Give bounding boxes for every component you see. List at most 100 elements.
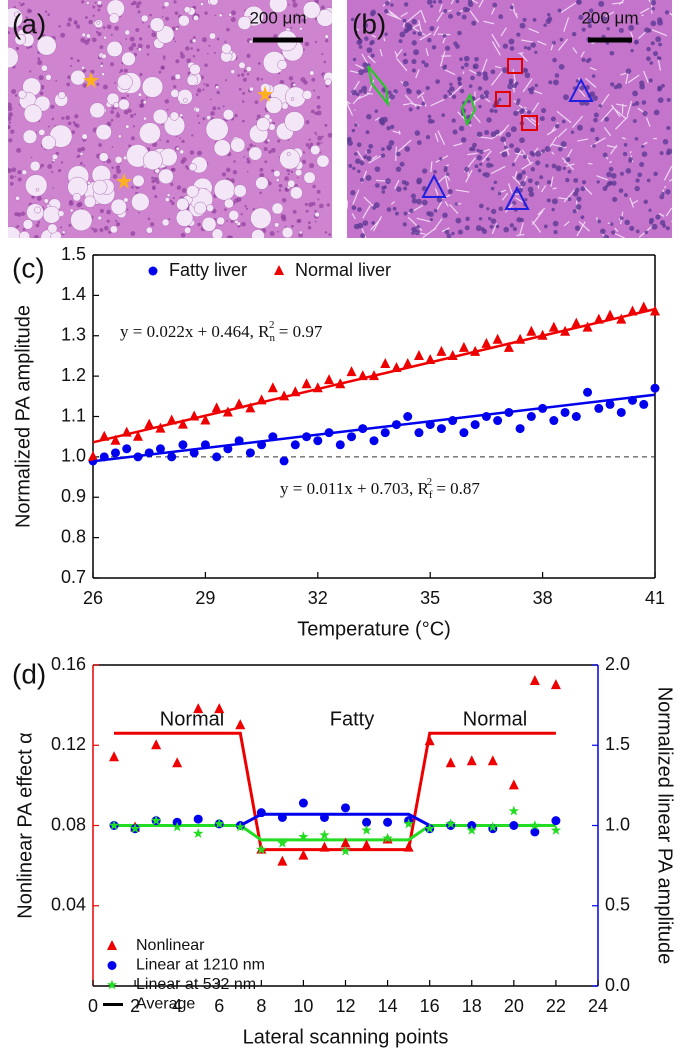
texture <box>230 16 236 23</box>
texture <box>534 50 538 54</box>
texture <box>59 226 62 229</box>
texture <box>114 25 119 31</box>
texture <box>565 177 570 183</box>
texture <box>132 125 135 128</box>
texture <box>449 82 453 86</box>
texture <box>490 218 497 224</box>
texture <box>507 183 513 194</box>
texture <box>15 196 20 201</box>
marker <box>459 428 469 438</box>
texture <box>635 178 640 183</box>
texture <box>443 167 448 173</box>
texture <box>80 37 86 43</box>
texture <box>457 229 463 235</box>
texture <box>243 69 247 73</box>
texture <box>421 95 427 107</box>
texture <box>309 70 315 76</box>
texture <box>551 163 557 169</box>
texture <box>390 124 395 130</box>
texture <box>110 198 127 215</box>
texture <box>356 142 362 148</box>
texture <box>224 79 228 82</box>
texture <box>277 139 281 143</box>
texture <box>408 107 413 112</box>
texture <box>116 111 119 114</box>
texture <box>527 87 532 92</box>
texture <box>585 59 590 64</box>
texture <box>447 13 454 19</box>
texture <box>553 229 558 235</box>
texture <box>567 197 572 202</box>
texture <box>427 37 432 43</box>
texture <box>38 128 46 136</box>
texture <box>286 168 291 173</box>
texture <box>83 69 87 73</box>
legend-label: Linear at 532 nm <box>136 976 256 993</box>
texture <box>413 49 420 56</box>
marker <box>369 436 379 446</box>
texture <box>176 185 182 190</box>
texture <box>316 9 332 27</box>
texture <box>662 224 667 228</box>
texture <box>351 128 356 133</box>
texture <box>238 87 242 91</box>
texture <box>543 224 548 229</box>
texture <box>591 74 596 78</box>
texture <box>402 80 409 87</box>
texture <box>425 85 430 91</box>
x-tick-label: 2 <box>130 996 140 1016</box>
texture <box>362 22 369 29</box>
texture <box>614 232 626 238</box>
texture <box>646 46 651 52</box>
texture <box>145 44 150 49</box>
texture <box>41 135 56 150</box>
texture <box>287 179 296 188</box>
marker <box>362 817 372 827</box>
texture <box>196 114 200 117</box>
marker <box>436 345 447 356</box>
y-axis-title: Nonlinear PA effect α <box>14 732 36 918</box>
texture <box>216 216 225 226</box>
texture <box>277 59 288 70</box>
texture <box>230 137 246 153</box>
texture <box>215 85 220 90</box>
texture <box>659 151 664 156</box>
texture <box>407 216 423 232</box>
texture <box>442 65 447 71</box>
marker <box>424 735 435 746</box>
marker <box>277 812 287 822</box>
texture <box>399 161 405 167</box>
texture <box>598 0 605 7</box>
texture <box>383 185 387 189</box>
texture <box>241 119 245 123</box>
marker <box>256 808 266 818</box>
texture <box>25 16 29 19</box>
marker <box>466 755 477 766</box>
texture <box>403 52 407 57</box>
texture <box>632 103 636 107</box>
texture <box>273 170 281 178</box>
texture <box>661 191 665 196</box>
texture <box>409 102 422 107</box>
texture <box>519 222 524 236</box>
legend-label: Average <box>136 996 195 1013</box>
texture <box>174 11 179 16</box>
texture <box>360 233 366 238</box>
texture <box>240 73 245 77</box>
texture <box>256 117 271 132</box>
texture <box>519 52 528 62</box>
texture <box>192 38 197 44</box>
texture <box>137 1 142 5</box>
texture <box>366 47 373 53</box>
texture <box>222 105 225 108</box>
texture <box>99 45 104 50</box>
texture <box>404 94 418 109</box>
texture <box>99 152 109 162</box>
texture <box>69 64 72 68</box>
texture <box>114 81 116 84</box>
texture <box>173 85 177 89</box>
texture <box>34 206 42 214</box>
texture <box>374 109 379 113</box>
texture <box>628 159 632 163</box>
texture <box>206 204 214 212</box>
